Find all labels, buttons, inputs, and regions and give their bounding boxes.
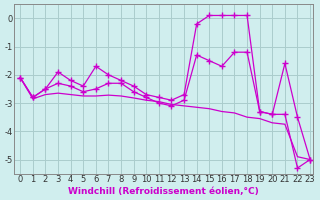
X-axis label: Windchill (Refroidissement éolien,°C): Windchill (Refroidissement éolien,°C) xyxy=(68,187,259,196)
